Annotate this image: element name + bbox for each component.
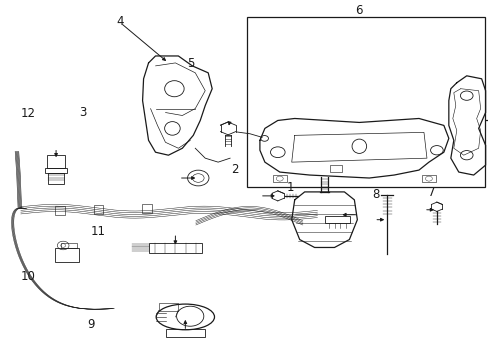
Text: 7: 7 <box>427 186 434 199</box>
Text: 11: 11 <box>91 225 106 238</box>
Text: 10: 10 <box>20 270 36 283</box>
Bar <box>158 303 178 311</box>
Bar <box>48 173 64 184</box>
Text: 1: 1 <box>286 181 294 194</box>
Bar <box>45 167 67 173</box>
Text: 5: 5 <box>187 57 194 71</box>
Bar <box>55 206 64 215</box>
Bar <box>329 165 341 172</box>
Text: 6: 6 <box>354 4 362 17</box>
Text: 12: 12 <box>20 107 36 120</box>
Bar <box>165 329 204 337</box>
Bar <box>246 18 484 187</box>
Text: 2: 2 <box>230 163 238 176</box>
Bar <box>55 248 79 262</box>
Bar <box>148 243 202 253</box>
Bar <box>325 216 349 223</box>
Bar <box>421 175 435 182</box>
Bar <box>272 175 286 182</box>
Text: 8: 8 <box>371 188 379 201</box>
Bar <box>142 204 152 213</box>
Bar <box>61 243 77 248</box>
Bar <box>94 204 103 213</box>
Text: 4: 4 <box>117 14 124 27</box>
Text: 9: 9 <box>87 318 95 331</box>
Bar <box>47 155 65 168</box>
Text: 3: 3 <box>79 105 86 119</box>
